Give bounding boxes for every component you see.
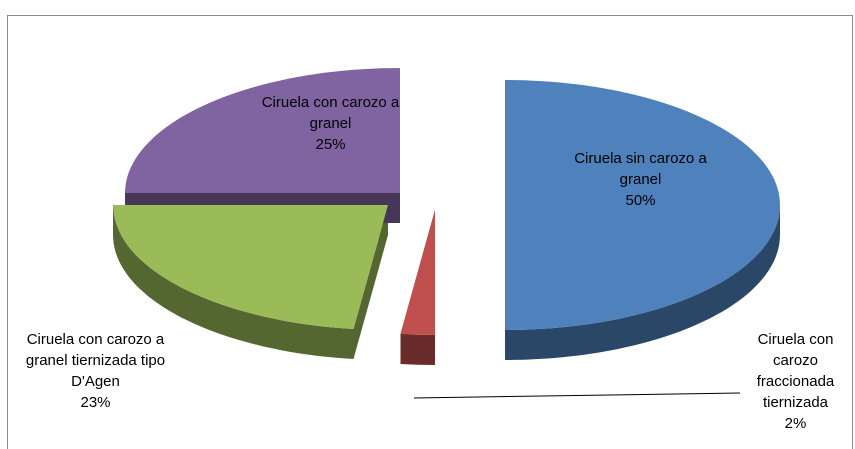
slice-side xyxy=(505,205,780,360)
slice-label: Ciruela con carozo a granel xyxy=(261,94,400,132)
slice-value: 2% xyxy=(784,415,807,432)
data-label: Ciruela con carozo a granel 25% xyxy=(258,92,403,155)
slice-side xyxy=(353,205,388,359)
data-label: Ciruela con carozo a granel tiernizada t… xyxy=(18,329,173,413)
leader-line xyxy=(413,392,741,399)
slice-value: 25% xyxy=(315,136,346,153)
slice xyxy=(125,68,400,193)
data-label: Ciruela sin carozo a granel 50% xyxy=(568,148,713,211)
slice-value: 50% xyxy=(625,192,656,209)
slice-label: Ciruela con carozo fraccionada tiernizad… xyxy=(756,331,835,411)
data-label: Ciruela con carozo fraccionada tiernizad… xyxy=(738,329,853,434)
chart-frame xyxy=(7,15,853,449)
slice-side xyxy=(400,334,435,365)
slice-label: Ciruela con carozo a granel tiernizada t… xyxy=(25,331,166,390)
slice xyxy=(505,80,780,330)
slice xyxy=(113,205,388,329)
slice-value: 23% xyxy=(80,394,111,411)
slice-side xyxy=(113,205,354,359)
slice-label: Ciruela sin carozo a granel xyxy=(574,150,707,188)
slice xyxy=(400,210,435,335)
